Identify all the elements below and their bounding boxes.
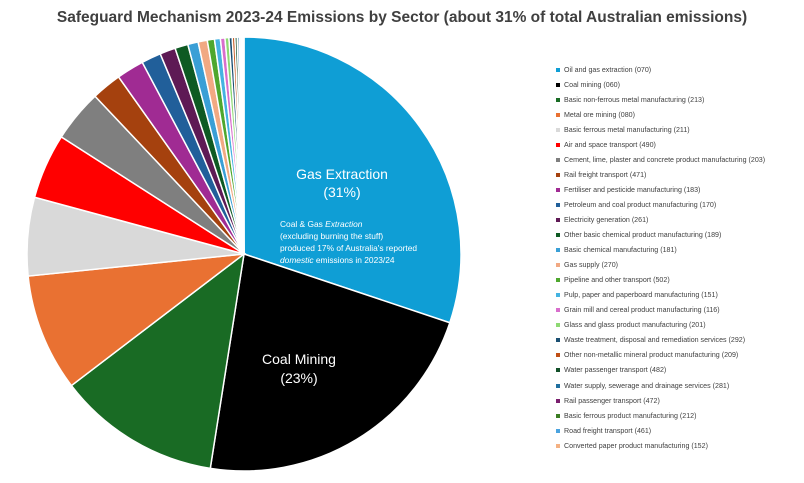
- legend-swatch: [556, 308, 560, 313]
- pie-slices: [26, 36, 462, 472]
- legend-swatch: [556, 217, 560, 222]
- legend-label: Pipeline and other transport (502): [564, 276, 670, 285]
- pie-slice-0: [243, 36, 462, 324]
- note-line-2: (excluding burning the stuff): [280, 231, 383, 241]
- legend-label: Cement, lime, plaster and concrete produ…: [564, 155, 766, 164]
- coal-mining-percent: (23%): [280, 370, 317, 386]
- legend-label: Rail freight transport (471): [564, 170, 647, 179]
- legend-item: Road freight transport (461): [556, 423, 804, 438]
- legend-label: Waste treatment, disposal and remediatio…: [564, 336, 746, 345]
- legend-swatch: [556, 443, 560, 448]
- chart-title: Safeguard Mechanism 2023-24 Emissions by…: [56, 9, 748, 26]
- legend-swatch: [556, 187, 560, 192]
- coal-mining-label: Coal Mining: [262, 351, 336, 367]
- legend-label: Basic non-ferrous metal manufacturing (2…: [564, 95, 705, 104]
- legend-swatch: [556, 413, 560, 418]
- legend-label: Other basic chemical product manufacturi…: [564, 231, 722, 240]
- legend-label: Petroleum and coal product manufacturing…: [564, 200, 717, 209]
- legend-label: Gas supply (270): [564, 261, 619, 270]
- legend: Oil and gas extraction (070) Coal mining …: [556, 62, 804, 453]
- legend-item: Air and space transport (490): [556, 137, 804, 152]
- note-line-3: produced 17% of Australia's reported: [280, 243, 417, 253]
- legend-swatch: [556, 428, 560, 433]
- legend-item: Rail passenger transport (472): [556, 393, 804, 408]
- legend-swatch: [556, 202, 560, 207]
- legend-item: Basic ferrous product manufacturing (212…: [556, 408, 804, 423]
- legend-swatch: [556, 293, 560, 298]
- legend-label: Metal ore mining (080): [564, 110, 635, 119]
- legend-swatch: [556, 383, 560, 388]
- legend-item: Metal ore mining (080): [556, 107, 804, 122]
- legend-swatch: [556, 233, 560, 238]
- legend-item: Glass and glass product manufacturing (2…: [556, 318, 804, 333]
- legend-item: Waste treatment, disposal and remediatio…: [556, 333, 804, 348]
- legend-swatch: [556, 82, 560, 87]
- legend-item: Water supply, sewerage and drainage serv…: [556, 378, 804, 393]
- legend-swatch: [556, 97, 560, 102]
- legend-label: Water supply, sewerage and drainage serv…: [564, 381, 730, 390]
- legend-label: Rail passenger transport (472): [564, 396, 660, 405]
- legend-swatch: [556, 338, 560, 343]
- pie-slice-25: [242, 36, 245, 255]
- legend-item: Pulp, paper and paperboard manufacturing…: [556, 288, 804, 303]
- legend-item: Coal mining (060): [556, 77, 804, 92]
- legend-swatch: [556, 67, 560, 72]
- note-line-4: domestic emissions in 2023/24: [280, 255, 395, 265]
- legend-label: Water passenger transport (482): [564, 366, 667, 375]
- legend-item: Cement, lime, plaster and concrete produ…: [556, 152, 804, 167]
- legend-swatch: [556, 353, 560, 358]
- legend-swatch: [556, 142, 560, 147]
- legend-item: Rail freight transport (471): [556, 167, 804, 182]
- legend-swatch: [556, 127, 560, 132]
- legend-label: Other non-metallic mineral product manuf…: [564, 351, 739, 360]
- legend-swatch: [556, 248, 560, 253]
- legend-item: Petroleum and coal product manufacturing…: [556, 197, 804, 212]
- legend-label: Road freight transport (461): [564, 426, 652, 435]
- legend-label: Air and space transport (490): [564, 140, 656, 149]
- legend-label: Electricity generation (261): [564, 215, 649, 224]
- legend-item: Other non-metallic mineral product manuf…: [556, 348, 804, 363]
- legend-item: Basic chemical manufacturing (181): [556, 243, 804, 258]
- legend-item: Gas supply (270): [556, 258, 804, 273]
- legend-label: Basic ferrous product manufacturing (212…: [564, 411, 697, 420]
- legend-item: Converted paper product manufacturing (1…: [556, 438, 804, 453]
- pie-slice-2: [70, 252, 246, 470]
- legend-item: Basic non-ferrous metal manufacturing (2…: [556, 92, 804, 107]
- pie-slice-3: [27, 252, 247, 387]
- legend-item: Electricity generation (261): [556, 212, 804, 227]
- legend-label: Fertiliser and pesticide manufacturing (…: [564, 185, 701, 194]
- legend-swatch: [556, 368, 560, 373]
- legend-swatch: [556, 157, 560, 162]
- legend-label: Coal mining (060): [564, 80, 620, 89]
- legend-label: Oil and gas extraction (070): [564, 65, 652, 74]
- pie-slice-1: [209, 253, 451, 472]
- legend-swatch: [556, 323, 560, 328]
- legend-swatch: [556, 172, 560, 177]
- legend-item: Other basic chemical product manufacturi…: [556, 228, 804, 243]
- legend-item: Basic ferrous metal manufacturing (211): [556, 122, 804, 137]
- legend-item: Oil and gas extraction (070): [556, 62, 804, 77]
- legend-item: Grain mill and cereal product manufactur…: [556, 303, 804, 318]
- legend-swatch: [556, 112, 560, 117]
- legend-label: Basic chemical manufacturing (181): [564, 246, 677, 255]
- legend-swatch: [556, 263, 560, 268]
- annotation-note: Coal & Gas Extraction (excluding burning…: [280, 219, 417, 265]
- gas-extraction-label: Gas Extraction: [296, 166, 388, 182]
- note-line-1: Coal & Gas Extraction: [280, 219, 363, 229]
- legend-item: Fertiliser and pesticide manufacturing (…: [556, 182, 804, 197]
- legend-label: Grain mill and cereal product manufactur…: [564, 306, 720, 315]
- legend-swatch: [556, 398, 560, 403]
- legend-label: Converted paper product manufacturing (1…: [564, 441, 708, 450]
- gas-extraction-percent: (31%): [323, 184, 360, 200]
- legend-label: Glass and glass product manufacturing (2…: [564, 321, 706, 330]
- legend-swatch: [556, 278, 560, 283]
- legend-label: Pulp, paper and paperboard manufacturing…: [564, 291, 718, 300]
- legend-item: Water passenger transport (482): [556, 363, 804, 378]
- legend-label: Basic ferrous metal manufacturing (211): [564, 125, 690, 134]
- legend-item: Pipeline and other transport (502): [556, 273, 804, 288]
